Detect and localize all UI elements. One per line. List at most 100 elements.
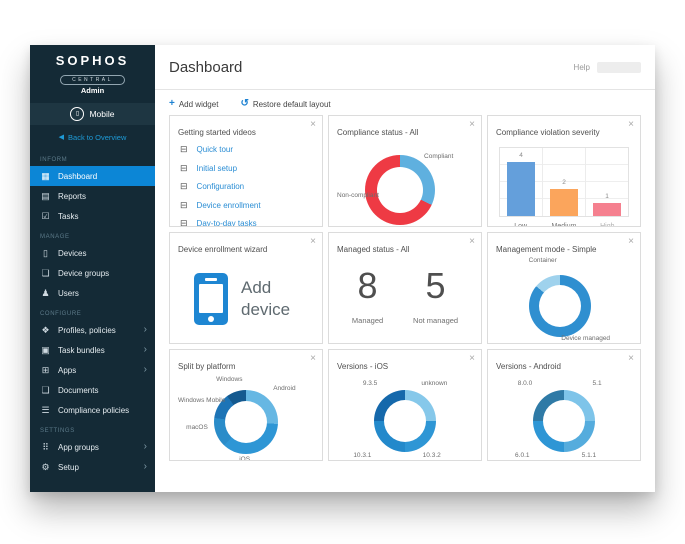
sidebar-item-reports[interactable]: ▤ Reports bbox=[30, 186, 155, 206]
close-icon[interactable]: × bbox=[628, 119, 634, 130]
close-icon[interactable]: × bbox=[310, 119, 316, 130]
sidebar-item-label: Task bundles bbox=[58, 345, 105, 355]
segment-label-5-1: 5.1 bbox=[592, 380, 602, 388]
donut-hole bbox=[384, 399, 426, 442]
sidebar-item-devices[interactable]: ▯ Devices bbox=[30, 243, 155, 263]
sidebar-item-profiles-policies[interactable]: ❖ Profiles, policies › bbox=[30, 320, 155, 340]
widget-title: Split by platform bbox=[178, 362, 236, 371]
page-header: Dashboard Help bbox=[155, 45, 655, 90]
sidebar-item-tasks[interactable]: ☑ Tasks bbox=[30, 206, 155, 226]
restore-layout-button[interactable]: ↺ Restore default layout bbox=[240, 99, 330, 109]
segment-label-non-compliant: Non-compliant bbox=[337, 192, 379, 200]
section-heading-manage: MANAGE bbox=[40, 234, 70, 240]
close-icon[interactable]: × bbox=[469, 236, 475, 247]
video-link-quick-tour[interactable]: Quick tour bbox=[196, 145, 234, 155]
segment-label-windows-mobile: Windows Mobile bbox=[178, 397, 226, 405]
bar-value: 2 bbox=[562, 179, 566, 186]
sidebar-item-label: Apps bbox=[58, 365, 77, 375]
back-label: Back to Overview bbox=[68, 132, 127, 142]
segment-label-10-3-1: 10.3.1 bbox=[353, 452, 372, 460]
sidebar: SOPHOS CENTRAL Admin ▯ Mobile ◀ Back to … bbox=[30, 45, 155, 492]
video-link-device-enrollment[interactable]: Device enrollment bbox=[196, 200, 261, 210]
chart-management_mode: Device managed Container bbox=[496, 257, 632, 343]
add-device-label: Add device bbox=[241, 277, 291, 319]
segment-label-9-3-5: 9.3.5 bbox=[362, 380, 378, 388]
account-menu[interactable] bbox=[597, 61, 641, 73]
dashboard-icon: ▦ bbox=[41, 170, 50, 181]
sidebar-item-compliance-policies[interactable]: ☰ Compliance policies bbox=[30, 400, 155, 420]
metric-managed: 8 Managed bbox=[352, 265, 383, 325]
widget-title: Versions - Android bbox=[496, 362, 561, 371]
widget-compliance-status: Compliance status - All × Compliant Non-c… bbox=[328, 115, 482, 227]
sidebar-item-task-bundles[interactable]: ▣ Task bundles › bbox=[30, 340, 155, 360]
sidebar-item-device-groups[interactable]: ❏ Device groups bbox=[30, 263, 155, 283]
bar-categories: Low Medium High bbox=[499, 223, 629, 226]
widget-managed-status: Managed status - All × 8 Managed 5 Not mana… bbox=[328, 232, 482, 344]
section-heading-settings: SETTINGS bbox=[40, 428, 75, 434]
video-icon: ⊟ bbox=[180, 162, 188, 173]
brand-name: SOPHOS bbox=[55, 53, 130, 68]
widget-management-mode: Management mode - Simple × Device manage… bbox=[487, 232, 641, 344]
page-title: Dashboard bbox=[169, 58, 243, 76]
video-link-initial-setup[interactable]: Initial setup bbox=[196, 163, 238, 173]
close-icon[interactable]: × bbox=[628, 353, 634, 364]
segment-label-device-managed: Device managed bbox=[561, 335, 611, 343]
donut-hole bbox=[543, 399, 585, 442]
help-link[interactable]: Help bbox=[573, 62, 590, 72]
back-arrow-icon: ◀ bbox=[58, 134, 65, 141]
video-link-day-to-day-tasks[interactable]: Day-to-day tasks bbox=[196, 219, 257, 227]
video-row: ⊟ Configuration bbox=[178, 178, 314, 196]
sidebar-item-label: Tasks bbox=[58, 211, 79, 221]
close-icon[interactable]: × bbox=[310, 353, 316, 364]
profiles-policies-icon: ❖ bbox=[41, 324, 50, 335]
sidebar-item-label: Documents bbox=[58, 385, 99, 395]
users-icon: ♟ bbox=[41, 287, 50, 298]
sidebar-item-setup[interactable]: ⚙ Setup › bbox=[30, 457, 155, 477]
close-icon[interactable]: × bbox=[469, 353, 475, 364]
sidebar-item-documents[interactable]: ❑ Documents bbox=[30, 380, 155, 400]
segment-label-8-0-0: 8.0.0 bbox=[517, 380, 533, 388]
close-icon[interactable]: × bbox=[628, 236, 634, 247]
segment-label-unknown: unknown bbox=[421, 380, 448, 388]
donut-versions_ios bbox=[374, 389, 436, 452]
segment-label-compliant: Compliant bbox=[424, 152, 454, 160]
app-groups-icon: ⠿ bbox=[42, 441, 49, 452]
brand-role: Admin bbox=[80, 86, 105, 95]
sidebar-item-users[interactable]: ♟ Users bbox=[30, 283, 155, 303]
apps-icon: ⊞ bbox=[41, 364, 50, 375]
widget-getting-started-videos: Getting started videos × ⊟ Quick tour ⊟ Ini… bbox=[169, 115, 323, 227]
back-to-overview-link[interactable]: ◀ Back to Overview bbox=[30, 125, 155, 149]
bar-value: 4 bbox=[519, 152, 523, 159]
add-widget-button[interactable]: + Add widget bbox=[169, 99, 218, 109]
sidebar-item-dashboard[interactable]: ▦ Dashboard bbox=[30, 166, 155, 186]
video-link-configuration[interactable]: Configuration bbox=[196, 182, 245, 192]
chevron-right-icon: › bbox=[143, 344, 147, 355]
video-row: ⊟ Initial setup bbox=[178, 160, 314, 178]
widget-title: Versions - iOS bbox=[337, 362, 389, 371]
brand-sub: CENTRAL bbox=[60, 75, 125, 85]
product-switcher-mobile[interactable]: ▯ Mobile bbox=[30, 103, 155, 125]
tasks-icon: ☑ bbox=[41, 210, 50, 221]
widget-compliance-violation-severity: Compliance violation severity × 4 2 1 Low Me… bbox=[487, 115, 641, 227]
close-icon[interactable]: × bbox=[310, 236, 316, 247]
restore-layout-label: Restore default layout bbox=[252, 99, 331, 109]
chevron-right-icon: › bbox=[143, 461, 147, 472]
gridline bbox=[500, 164, 628, 165]
chart-versions_android: 5.1 5.1.1 6.0.1 8.0.0 bbox=[496, 374, 632, 460]
chevron-right-icon: › bbox=[143, 324, 147, 335]
widget-title: Getting started videos bbox=[178, 128, 256, 137]
video-row: ⊟ Quick tour bbox=[178, 141, 314, 159]
close-icon[interactable]: × bbox=[469, 119, 475, 130]
segment-label-container: Container bbox=[528, 257, 557, 264]
chart-versions_ios: unknown 10.3.2 10.3.1 9.3.5 bbox=[337, 374, 473, 460]
documents-icon: ❑ bbox=[41, 384, 50, 395]
segment-label-macos: macOS bbox=[186, 424, 208, 432]
sidebar-item-app-groups[interactable]: ⠿ App groups › bbox=[30, 437, 155, 457]
sidebar-item-apps[interactable]: ⊞ Apps › bbox=[30, 360, 155, 380]
sidebar-item-label: Profiles, policies bbox=[58, 325, 116, 335]
widget-title: Compliance violation severity bbox=[496, 128, 600, 137]
add-device-button[interactable]: Add device bbox=[178, 257, 314, 325]
add-widget-label: Add widget bbox=[178, 99, 219, 109]
plus-icon: + bbox=[169, 98, 175, 109]
